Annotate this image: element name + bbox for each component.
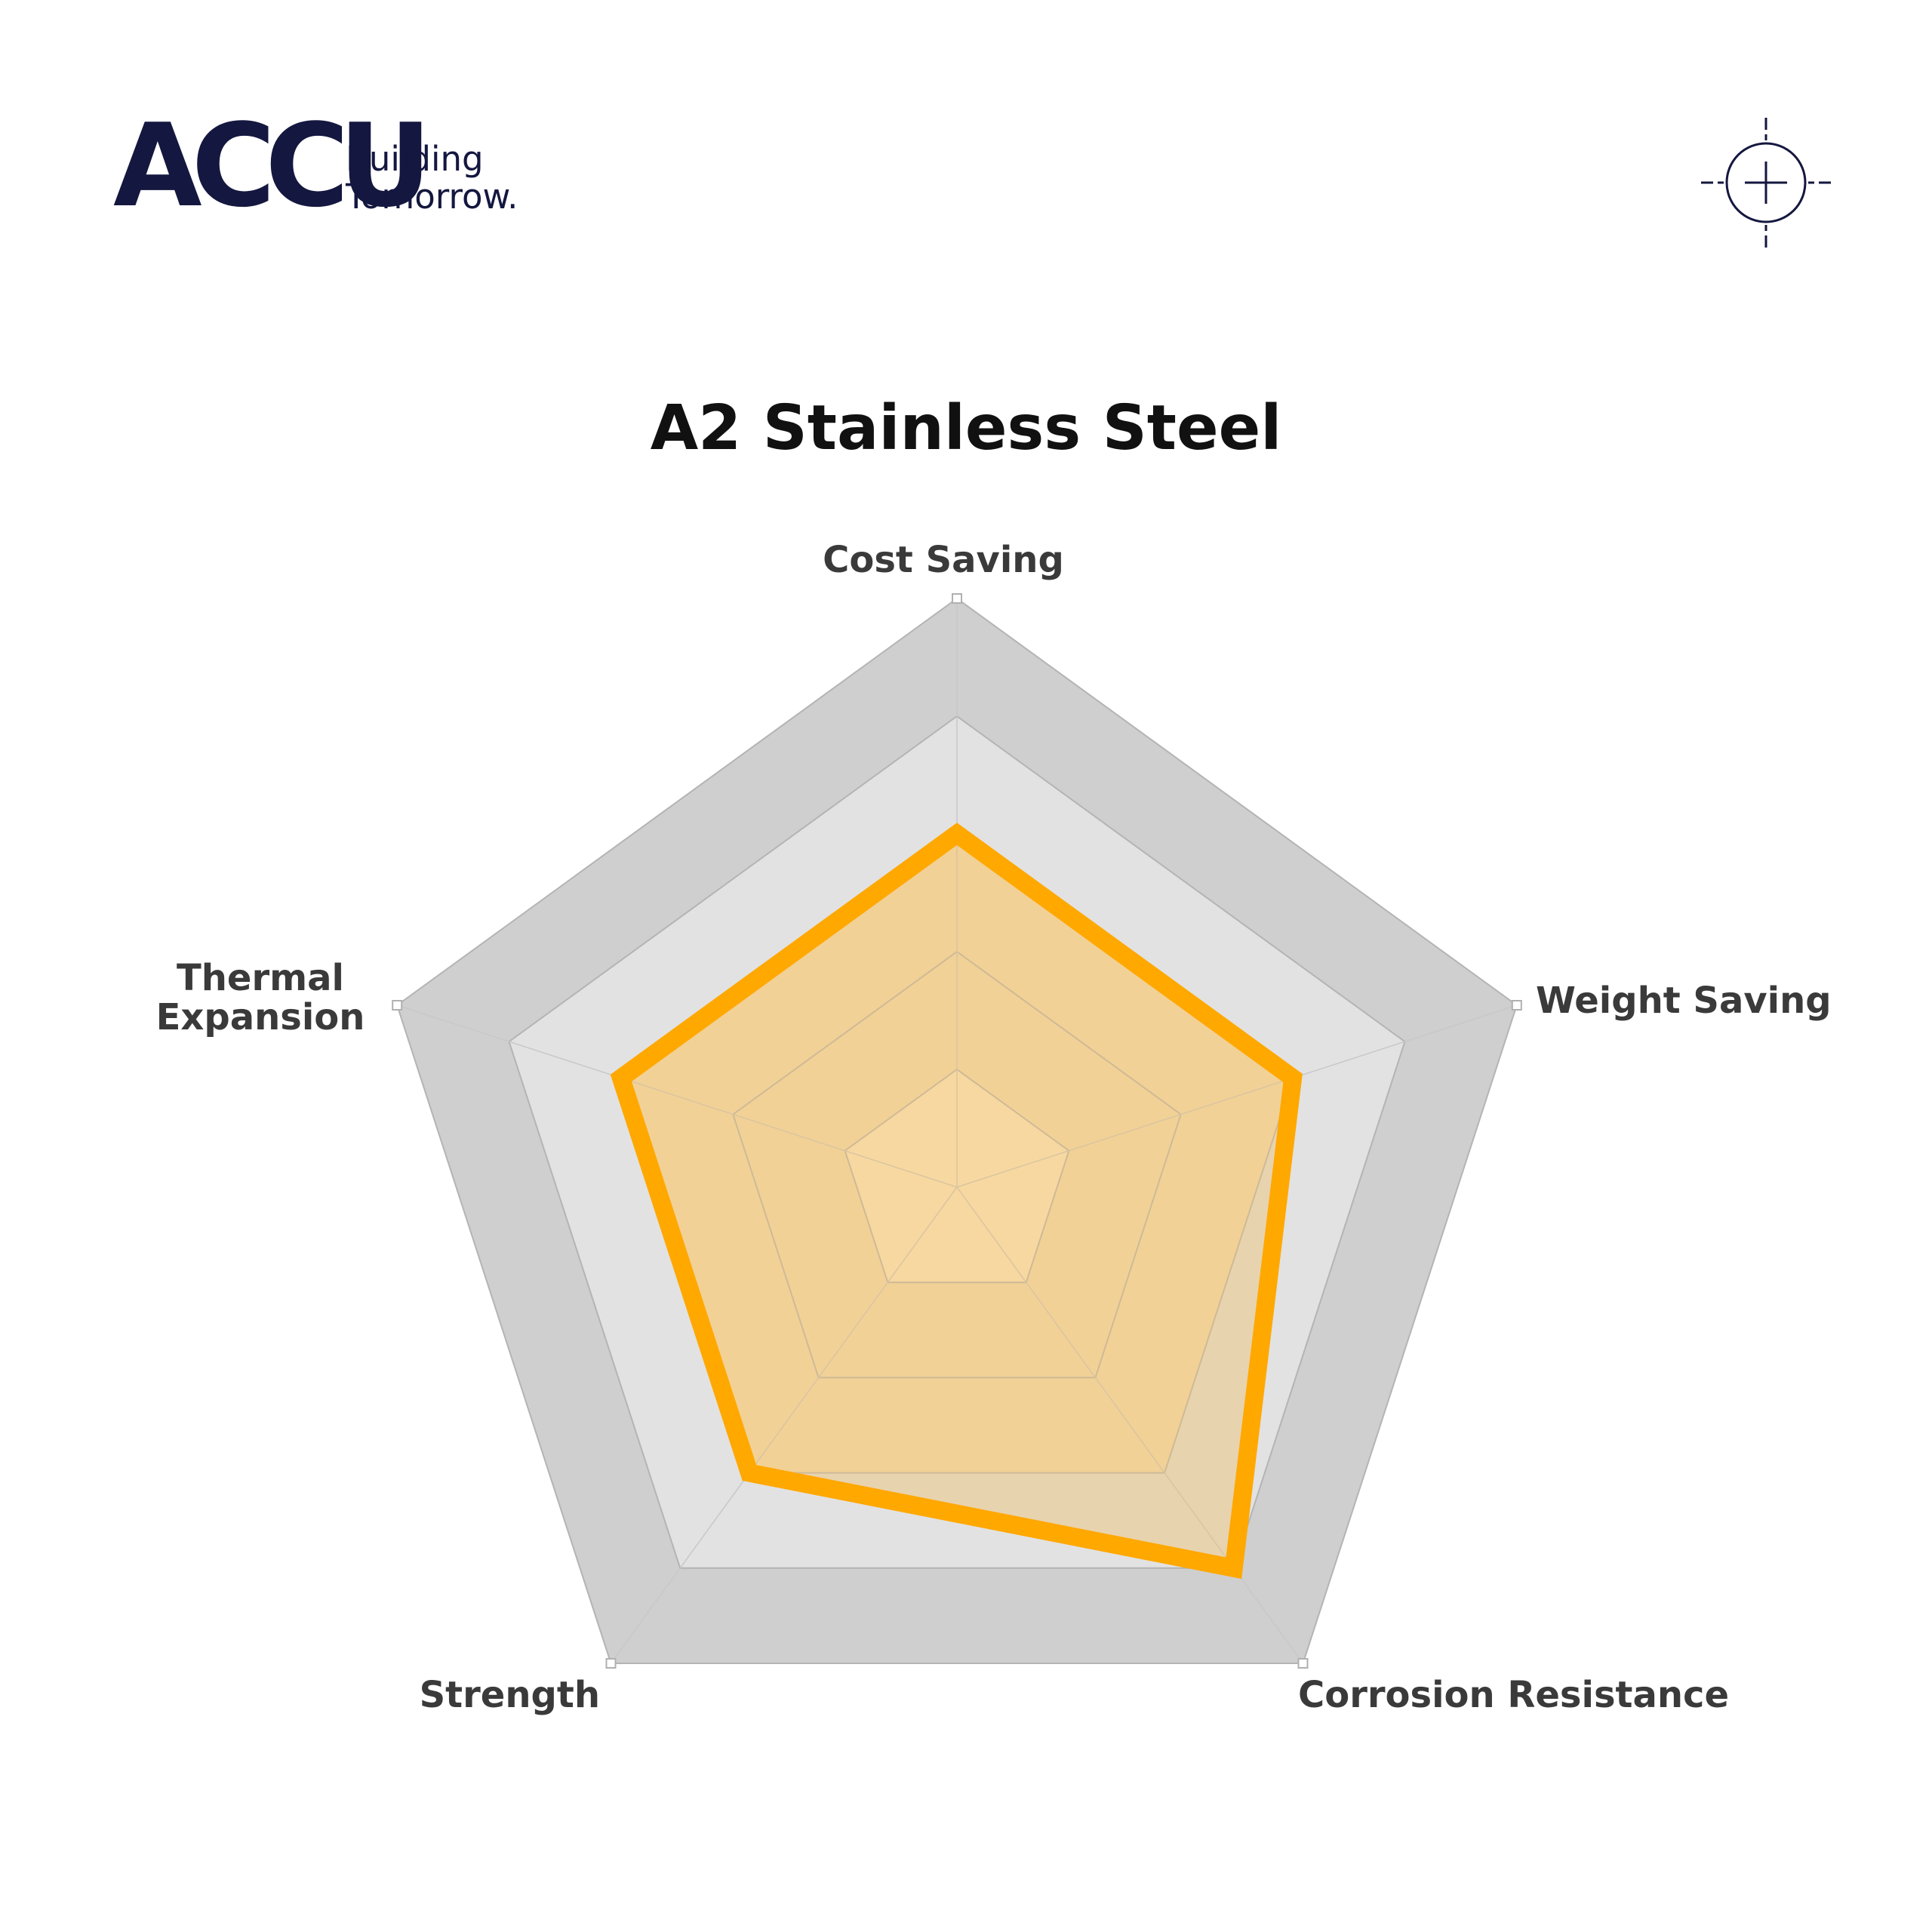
spoke-4 xyxy=(396,1004,958,1188)
radar-axis-labels: Cost Saving Weight Saving Corrosion Resist… xyxy=(156,539,1832,1716)
spoke-end-marker-3 xyxy=(605,1658,617,1669)
series-area-0 xyxy=(620,834,1294,1568)
spoke-1 xyxy=(956,1004,1518,1188)
spoke-end-marker-0 xyxy=(952,593,962,604)
spoke-end-marker-1 xyxy=(1511,1000,1522,1011)
axis-label-3: Strength xyxy=(420,1674,600,1716)
spoke-end-marker-2 xyxy=(1297,1658,1309,1669)
radar-spokes xyxy=(392,593,1522,1669)
brand-tagline-line-1: Building xyxy=(346,139,484,179)
series-line-0 xyxy=(610,823,1303,1580)
spoke-end-marker-4 xyxy=(392,1000,403,1011)
brand-tagline: Building Tomorrow. xyxy=(346,140,518,216)
chart-title: A2 Stainless Steel xyxy=(650,392,1282,464)
axis-label-2: Corrosion Resistance xyxy=(1298,1674,1729,1716)
axis-label-0: Cost Saving xyxy=(823,539,1064,581)
brand-name: ACCU xyxy=(113,99,432,232)
brand-tagline-line-2: Tomorrow. xyxy=(346,177,518,217)
axis-label-1: Weight Saving xyxy=(1536,980,1832,1022)
spoke-3 xyxy=(610,1186,958,1664)
crosshair-icon xyxy=(1701,118,1831,248)
radar-series xyxy=(610,823,1303,1580)
brand-logo: ACCU Building Tomorrow. xyxy=(113,99,551,232)
axis-label-4: Thermal Expansion xyxy=(156,957,365,1038)
spoke-2 xyxy=(956,1186,1304,1664)
